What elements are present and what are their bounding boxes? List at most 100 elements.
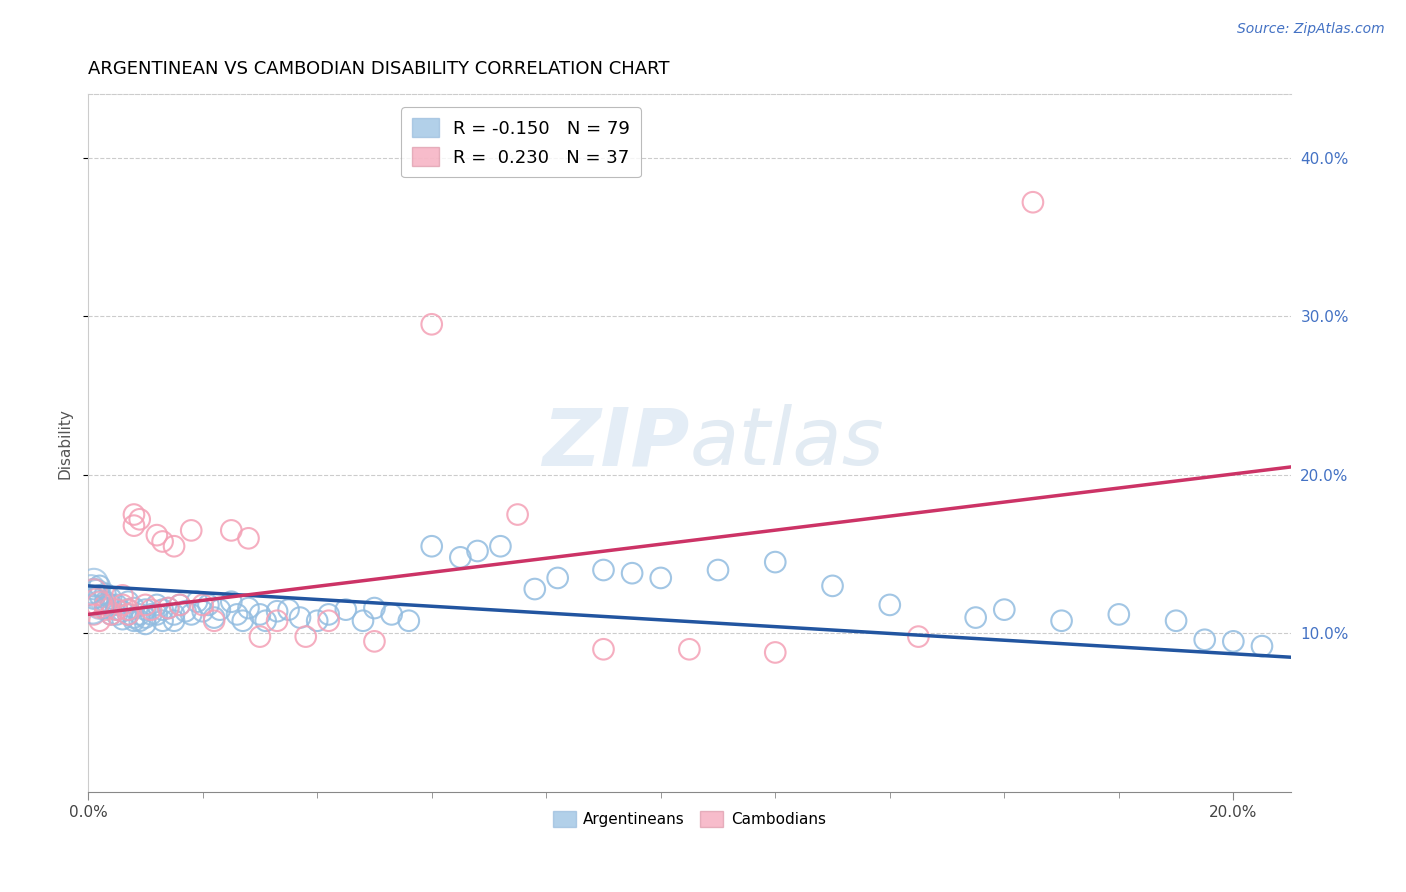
Text: Source: ZipAtlas.com: Source: ZipAtlas.com [1237, 22, 1385, 37]
Point [174, 604, 197, 618]
Point [83, 582, 105, 596]
Point [146, 598, 169, 612]
Y-axis label: Disability: Disability [58, 408, 72, 479]
Point [1194, 632, 1216, 647]
Point [1164, 614, 1187, 628]
Point [117, 602, 139, 616]
Point [266, 614, 288, 628]
Point [83, 585, 105, 599]
Point [122, 601, 145, 615]
Point [122, 518, 145, 533]
Point [94, 602, 117, 616]
Point [238, 601, 260, 615]
Point [907, 630, 929, 644]
Point [122, 610, 145, 624]
Point [180, 607, 202, 622]
Point [105, 607, 128, 622]
Point [86, 595, 108, 609]
Point [965, 610, 987, 624]
Point [146, 528, 169, 542]
Point [128, 614, 150, 628]
Point [249, 607, 271, 622]
Point [449, 550, 471, 565]
Point [254, 614, 277, 628]
Point [94, 598, 117, 612]
Point [266, 604, 288, 618]
Point [678, 642, 700, 657]
Point [89, 588, 111, 602]
Point [238, 531, 260, 545]
Point [363, 634, 385, 648]
Point [83, 595, 105, 609]
Point [117, 595, 139, 609]
Point [105, 602, 128, 616]
Point [100, 591, 122, 606]
Point [157, 601, 180, 615]
Point [197, 598, 219, 612]
Point [288, 610, 311, 624]
Point [318, 614, 340, 628]
Point [152, 534, 174, 549]
Point [821, 579, 844, 593]
Point [381, 607, 404, 622]
Point [89, 614, 111, 628]
Point [163, 607, 186, 622]
Point [707, 563, 730, 577]
Point [202, 610, 225, 624]
Point [139, 607, 162, 622]
Point [489, 539, 512, 553]
Point [83, 575, 105, 590]
Point [1050, 614, 1073, 628]
Point [202, 614, 225, 628]
Point [191, 598, 214, 612]
Legend: Argentineans, Cambodians: Argentineans, Cambodians [547, 805, 832, 833]
Point [318, 607, 340, 622]
Point [420, 318, 443, 332]
Point [763, 555, 786, 569]
Point [398, 614, 420, 628]
Point [111, 588, 134, 602]
Point [467, 544, 489, 558]
Point [169, 598, 191, 612]
Point [89, 598, 111, 612]
Text: ARGENTINEAN VS CAMBODIAN DISABILITY CORRELATION CHART: ARGENTINEAN VS CAMBODIAN DISABILITY CORR… [89, 60, 669, 78]
Point [111, 612, 134, 626]
Point [277, 602, 299, 616]
Point [94, 601, 117, 615]
Point [117, 607, 139, 622]
Point [94, 587, 117, 601]
Point [335, 602, 357, 616]
Point [86, 587, 108, 601]
Point [89, 579, 111, 593]
Point [506, 508, 529, 522]
Point [621, 566, 644, 581]
Point [83, 591, 105, 606]
Point [221, 524, 243, 538]
Point [128, 607, 150, 622]
Point [249, 630, 271, 644]
Point [94, 595, 117, 609]
Point [1022, 195, 1045, 210]
Point [139, 602, 162, 616]
Point [117, 602, 139, 616]
Point [82, 602, 104, 616]
Point [294, 630, 316, 644]
Point [363, 601, 385, 615]
Point [650, 571, 672, 585]
Point [152, 602, 174, 616]
Point [122, 614, 145, 628]
Point [111, 604, 134, 618]
Point [89, 598, 111, 612]
Point [763, 645, 786, 659]
Point [100, 598, 122, 612]
Point [117, 607, 139, 622]
Point [105, 598, 128, 612]
Point [547, 571, 569, 585]
Point [134, 598, 156, 612]
Point [180, 524, 202, 538]
Point [1222, 634, 1244, 648]
Point [80, 582, 103, 596]
Point [100, 607, 122, 622]
Point [163, 614, 186, 628]
Point [592, 642, 614, 657]
